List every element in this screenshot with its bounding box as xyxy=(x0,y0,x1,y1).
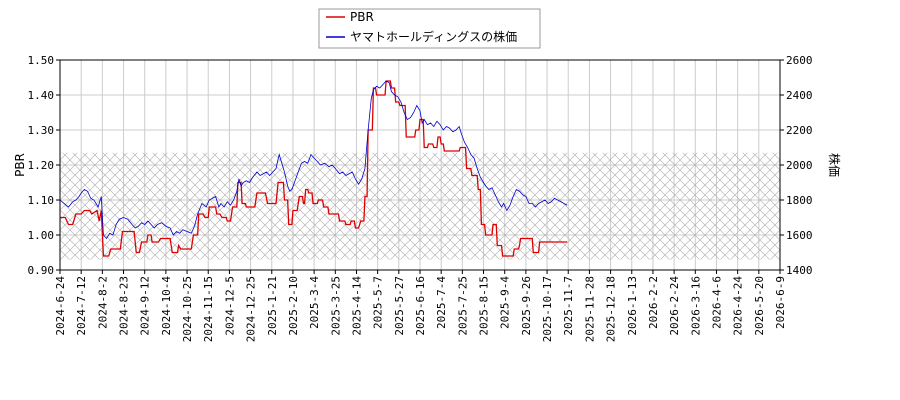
left-tick-label: 1.50 xyxy=(28,54,55,67)
right-tick-label: 1400 xyxy=(786,264,813,277)
x-tick-label: 2024-9-12 xyxy=(139,276,152,336)
x-tick-label: 2025-6-16 xyxy=(414,276,427,336)
right-tick-label: 1800 xyxy=(786,194,813,207)
x-tick-label: 2025-3-4 xyxy=(308,276,321,329)
x-tick-label: 2025-8-15 xyxy=(478,276,491,336)
legend: PBR ヤマトホールディングスの株価 xyxy=(318,8,541,49)
legend-box xyxy=(318,8,541,49)
right-axis-title: 株価 xyxy=(827,153,842,177)
x-tick-label: 2025-12-18 xyxy=(605,276,618,342)
right-tick-label: 2600 xyxy=(786,54,813,67)
left-axis: 0.90 1.00 1.10 1.20 1.30 1.40 1.50 xyxy=(28,54,60,277)
left-tick-label: 1.00 xyxy=(28,229,55,242)
right-axis: 1400 1600 1800 2000 2200 2400 2600 xyxy=(780,54,813,277)
x-tick-label: 2025-7-25 xyxy=(456,276,469,336)
right-tick-label: 1600 xyxy=(786,229,813,242)
right-tick-label: 2000 xyxy=(786,159,813,172)
x-tick-label: 2024-8-23 xyxy=(118,276,131,336)
left-axis-title: PBR xyxy=(13,153,27,177)
x-tick-label: 2025-9-26 xyxy=(520,276,533,336)
left-tick-label: 1.20 xyxy=(28,159,55,172)
x-tick-label: 2025-9-4 xyxy=(499,276,512,329)
left-tick-label: 1.40 xyxy=(28,89,55,102)
x-tick-label: 2026-6-9 xyxy=(774,276,787,329)
x-tick-label: 2026-2-24 xyxy=(668,276,681,336)
x-tick-label: 2026-5-20 xyxy=(753,276,766,336)
x-tick-label: 2026-4-24 xyxy=(732,276,745,336)
series-line-price xyxy=(59,80,568,240)
x-tick-label: 2025-4-14 xyxy=(350,276,363,336)
right-tick-label: 2200 xyxy=(786,124,813,137)
x-tick-label: 2025-11-28 xyxy=(583,276,596,342)
left-tick-label: 1.10 xyxy=(28,194,55,207)
x-tick-label: 2026-2-2 xyxy=(647,276,660,329)
x-tick-label: 2024-12-5 xyxy=(223,276,236,336)
x-tick-label: 2024-7-12 xyxy=(75,276,88,336)
x-tick-label: 2024-10-25 xyxy=(181,276,194,342)
series-line-pbr xyxy=(60,80,568,257)
x-tick-label: 2024-11-15 xyxy=(202,276,215,342)
x-tick-label: 2024-10-4 xyxy=(160,276,173,336)
hatched-band xyxy=(60,152,780,260)
x-tick-label: 2024-8-2 xyxy=(96,276,109,329)
x-tick-label: 2026-1-13 xyxy=(626,276,639,336)
legend-label-pbr: PBR xyxy=(350,10,374,24)
series-layer xyxy=(59,80,568,257)
x-tick-label: 2025-5-27 xyxy=(393,276,406,336)
x-tick-label: 2024-6-24 xyxy=(54,276,67,336)
x-tick-label: 2025-1-21 xyxy=(266,276,279,336)
x-tick-label: 2025-11-7 xyxy=(562,276,575,336)
x-tick-label: 2024-12-25 xyxy=(245,276,258,342)
x-tick-label: 2025-7-4 xyxy=(435,276,448,329)
x-tick-label: 2025-5-7 xyxy=(372,276,385,329)
x-tick-label: 2026-3-16 xyxy=(689,276,702,336)
x-tick-label: 2025-3-25 xyxy=(329,276,342,336)
legend-label-price: ヤマトホールディングスの株価 xyxy=(350,29,517,44)
right-tick-label: 2400 xyxy=(786,89,813,102)
x-tick-label: 2025-10-17 xyxy=(541,276,554,342)
left-tick-label: 0.90 xyxy=(28,264,55,277)
left-tick-label: 1.30 xyxy=(28,124,55,137)
x-axis: 2024-6-24 2024-7-12 2024-8-2 2024-8-23 2024-… xyxy=(54,270,787,342)
x-tick-label: 2025-2-10 xyxy=(287,276,300,336)
x-tick-label: 2026-4-6 xyxy=(710,276,723,329)
